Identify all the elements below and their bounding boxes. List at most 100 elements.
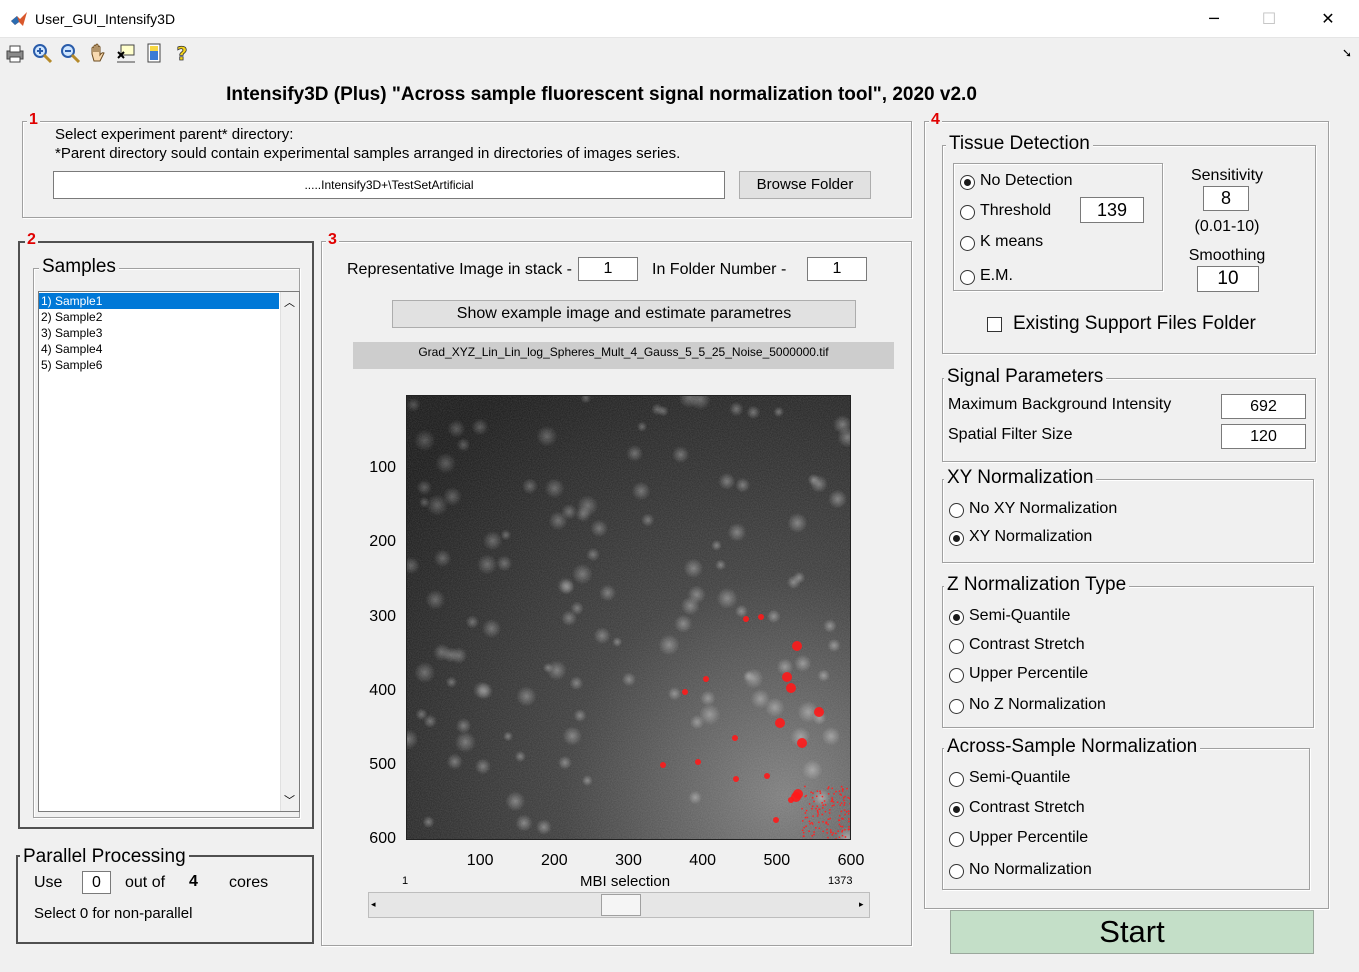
tissue-radio-1[interactable]: [960, 205, 975, 220]
z-option-label[interactable]: Semi-Quantile: [969, 607, 1071, 624]
sample-list-item[interactable]: 3) Sample3: [41, 326, 103, 340]
x-tick-label: 600: [837, 852, 865, 869]
tissue-option-label[interactable]: E.M.: [980, 267, 1013, 284]
browse-folder-button[interactable]: Browse Folder: [739, 171, 871, 199]
x-tick-label: 400: [689, 852, 716, 869]
out-of-label: out of: [125, 874, 166, 891]
directory-panel: [22, 121, 912, 218]
spatial-filter-input[interactable]: 120: [1221, 424, 1306, 449]
sensitivity-input[interactable]: 8: [1203, 186, 1249, 211]
tissue-option-label[interactable]: K means: [980, 233, 1044, 250]
slider-left-arrow-icon[interactable]: ◂: [371, 899, 376, 909]
cores-input[interactable]: 0: [82, 871, 111, 894]
directory-path-field[interactable]: .....Intensify3D+\TestSetArtificial: [53, 171, 725, 199]
y-tick-label: 200: [369, 533, 396, 551]
minimize-button[interactable]: ─: [1209, 9, 1219, 28]
maximize-button[interactable]: ☐: [1261, 9, 1277, 28]
tissue-option-label[interactable]: Threshold: [980, 202, 1052, 219]
scroll-down-icon[interactable]: ﹀: [284, 795, 295, 807]
y-tick-label: 400: [369, 681, 396, 699]
across-radio-1[interactable]: [949, 802, 964, 817]
detected-signal-overlay: [660, 614, 851, 840]
slider-thumb[interactable]: [600, 894, 641, 916]
example-image[interactable]: [406, 395, 851, 840]
print-icon[interactable]: [4, 42, 26, 64]
samples-listbox[interactable]: 1) Sample1 2) Sample2 3) Sample3 4) Sample4…: [38, 291, 300, 812]
z-radio-3[interactable]: [949, 699, 964, 714]
mbi-input[interactable]: 692: [1221, 394, 1306, 419]
sample-list-item[interactable]: 1) Sample1: [39, 293, 279, 309]
sample-list-item[interactable]: 2) Sample2: [41, 310, 103, 324]
mbi-slider[interactable]: ◂ ▸: [368, 892, 870, 918]
title-bar: User_GUI_Intensify3D ─ ☐ ✕: [0, 0, 1359, 38]
scroll-up-icon[interactable]: ︿: [284, 297, 295, 309]
across-option-label[interactable]: Upper Percentile: [969, 829, 1089, 846]
zoom-out-icon[interactable]: [59, 42, 81, 64]
tissue-option-label[interactable]: No Detection: [980, 172, 1073, 189]
smoothing-input[interactable]: 10: [1197, 266, 1259, 292]
z-option-label[interactable]: No Z Normalization: [969, 696, 1106, 713]
spatial-filter-label: Spatial Filter Size: [948, 426, 1073, 443]
samples-scrollbar[interactable]: ︿ ﹀: [280, 292, 299, 811]
y-tick-label: 300: [369, 607, 396, 625]
svg-text:?: ?: [176, 43, 187, 64]
across-option-label[interactable]: Contrast Stretch: [969, 799, 1085, 816]
app-header-title: Intensify3D (Plus) "Across sample fluore…: [226, 84, 977, 105]
pan-hand-icon[interactable]: [87, 42, 109, 64]
across-option-label[interactable]: No Normalization: [969, 861, 1092, 878]
start-button[interactable]: Start: [950, 910, 1314, 954]
tissue-method-box: [953, 163, 1163, 291]
dock-arrow-icon[interactable]: ➘: [1342, 46, 1353, 60]
mbi-label: Maximum Background Intensity: [948, 396, 1172, 413]
z-radio-1[interactable]: [949, 639, 964, 654]
across-radio-2[interactable]: [949, 832, 964, 847]
tissue-radio-2[interactable]: [960, 236, 975, 251]
panel-number-2: 2: [25, 231, 38, 249]
z-option-label[interactable]: Upper Percentile: [969, 665, 1089, 682]
xy-option-label[interactable]: XY Normalization: [969, 528, 1093, 545]
tissue-radio-0[interactable]: [960, 175, 975, 190]
support-files-label: Existing Support Files Folder: [1013, 313, 1256, 334]
slider-right-arrow-icon[interactable]: ▸: [859, 899, 864, 909]
samples-legend: Samples: [39, 256, 119, 278]
z-radio-0[interactable]: [949, 610, 964, 625]
tissue-radio-3[interactable]: [960, 270, 975, 285]
x-tick-label: 500: [763, 852, 791, 869]
across-radio-0[interactable]: [949, 772, 964, 787]
rep-image-input[interactable]: 1: [578, 257, 638, 281]
fluorescent-spots: [406, 395, 851, 840]
parallel-hint: Select 0 for non-parallel: [34, 905, 193, 922]
z-normalization-legend: Z Normalization Type: [944, 574, 1130, 596]
sample-list-item[interactable]: 5) Sample6: [41, 358, 103, 372]
z-option-label[interactable]: Contrast Stretch: [969, 636, 1085, 653]
panel-number-1: 1: [27, 111, 40, 129]
smoothing-label: Smoothing: [1188, 247, 1266, 264]
across-option-label[interactable]: Semi-Quantile: [969, 769, 1071, 786]
help-icon[interactable]: ?: [171, 42, 193, 64]
image-filename-label: Grad_XYZ_Lin_Lin_log_Spheres_Mult_4_Gaus…: [353, 342, 894, 369]
colorbar-icon[interactable]: [143, 42, 165, 64]
cores-label: cores: [229, 874, 269, 891]
window-title: User_GUI_Intensify3D: [35, 11, 176, 27]
zoom-in-icon[interactable]: [31, 42, 53, 64]
show-example-button[interactable]: Show example image and estimate parametr…: [392, 300, 856, 328]
matlab-logo-icon: [11, 12, 27, 26]
preview-panel: [321, 241, 912, 946]
across-radio-3[interactable]: [949, 864, 964, 879]
xy-option-label[interactable]: No XY Normalization: [969, 500, 1118, 517]
across-sample-legend: Across-Sample Normalization: [944, 736, 1201, 758]
support-files-checkbox[interactable]: [987, 317, 1002, 332]
data-cursor-icon[interactable]: [115, 42, 137, 64]
z-radio-2[interactable]: [949, 668, 964, 683]
panel-number-3: 3: [326, 231, 339, 249]
slider-min-label: 1: [402, 875, 409, 887]
folder-number-label: In Folder Number -: [652, 261, 787, 278]
close-button[interactable]: ✕: [1321, 9, 1335, 28]
xy-radio-0[interactable]: [949, 503, 964, 518]
threshold-input[interactable]: 139: [1080, 197, 1144, 223]
xy-normalization-legend: XY Normalization: [944, 467, 1097, 489]
sample-list-item[interactable]: 4) Sample4: [41, 342, 103, 356]
xy-radio-1[interactable]: [949, 531, 964, 546]
folder-number-input[interactable]: 1: [807, 257, 867, 281]
max-cores-value: 4: [189, 873, 198, 890]
